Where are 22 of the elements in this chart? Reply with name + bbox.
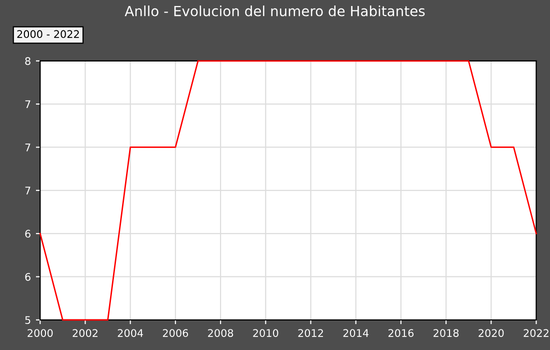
text: 2000 - 2022 bbox=[17, 30, 79, 38]
y-tick-label: 6 bbox=[25, 272, 30, 281]
x-tick-label: 2010 bbox=[253, 329, 278, 337]
y-tick-label: 7 bbox=[25, 100, 30, 108]
y-tick-label: 7 bbox=[25, 144, 30, 152]
y-tick-label: 6 bbox=[25, 230, 30, 238]
x-tick-label: 2020 bbox=[478, 329, 504, 337]
x-tick-label: 2000 bbox=[28, 329, 53, 337]
y-tick-label: 5 bbox=[25, 316, 30, 324]
y-tick-label: 8 bbox=[25, 57, 30, 66]
x-tick-label: 2022 bbox=[524, 329, 548, 337]
x-tick-label: 2016 bbox=[388, 329, 414, 337]
x-tick-label: 2008 bbox=[208, 329, 234, 337]
x-tick-label: 2006 bbox=[162, 329, 188, 337]
x-tick-label: 2002 bbox=[72, 329, 98, 337]
x-tick-label: 2018 bbox=[434, 329, 459, 337]
x-tick-label: 2014 bbox=[343, 329, 369, 337]
y-tick-label: 7 bbox=[25, 186, 30, 194]
x-tick-label: 2004 bbox=[118, 329, 144, 337]
line-series bbox=[39, 60, 537, 321]
x-tick-label: 2012 bbox=[298, 329, 323, 337]
chart-title: Anllo - Evolucion del numero de Habitantes bbox=[124, 6, 425, 16]
